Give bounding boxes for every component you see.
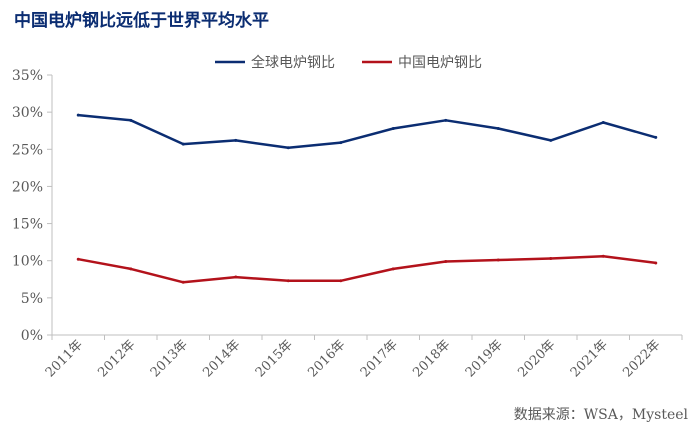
legend-label: 全球电炉钢比 [251,54,335,71]
data-point [391,126,395,130]
x-tick-label: 2012年 [95,337,138,380]
data-point [234,275,238,279]
x-axis: 2011年 2012年 2013年 2014年 2015年 2016年 2017年 2018年… [43,334,683,380]
x-tick-label: 2014年 [200,337,243,380]
y-tick-label: 20% [12,179,43,195]
x-tick-label: 2013年 [148,337,191,380]
x-tick-label: 2015年 [253,337,296,380]
data-point [129,267,133,271]
data-point [129,118,133,122]
x-tick-label: 2019年 [463,337,506,380]
x-tick-label: 2020年 [515,337,558,380]
data-point [76,257,80,261]
legend-label: 中国电炉钢比 [398,55,482,71]
data-point [339,141,343,145]
data-point [286,146,290,150]
data-point [391,267,395,271]
y-tick-label: 10% [12,254,43,270]
y-tick-label: 35% [12,68,43,84]
data-point [601,121,605,125]
data-point [444,259,448,263]
y-tick-label: 0% [21,328,43,344]
data-point [234,138,238,142]
data-point [76,113,80,117]
series-line-2 [78,255,656,284]
legend: 全球电炉钢比 中国电炉钢比 [215,54,482,71]
data-point [654,135,658,139]
series-lines [76,113,658,284]
y-axis: 0% 5% 10% 15% 20% 25% 30% 35% [12,68,53,344]
chart-title: 中国电炉钢比远低于世界平均水平 [14,11,269,31]
data-point [339,279,343,283]
data-point [181,142,185,146]
x-tick-label: 2017年 [358,337,401,380]
data-point [286,279,290,283]
data-point [444,118,448,122]
y-tick-label: 5% [21,291,43,307]
y-tick-label: 15% [12,217,43,233]
data-point [601,254,605,258]
x-tick-label: 2021年 [568,337,611,380]
data-point [549,138,553,142]
y-tick-label: 25% [12,142,43,158]
x-tick-label: 2011年 [43,337,86,380]
series-line-1 [78,113,657,150]
data-point [496,126,500,130]
x-tick-label: 2022年 [620,337,663,380]
data-point [496,258,500,262]
data-point [654,261,658,265]
y-tick-label: 30% [12,105,43,121]
data-point [549,256,553,260]
x-tick-label: 2018年 [410,337,453,380]
source-note: 数据来源：WSA，Mysteel [513,407,688,423]
x-tick-label: 2016年 [305,337,348,380]
data-point [181,280,185,284]
